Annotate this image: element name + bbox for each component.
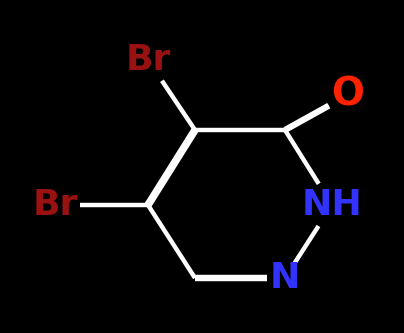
Text: O: O [332,76,364,114]
Text: N: N [270,261,300,295]
Text: Br: Br [32,188,78,222]
Text: Br: Br [125,43,170,77]
Text: NH: NH [302,188,362,222]
